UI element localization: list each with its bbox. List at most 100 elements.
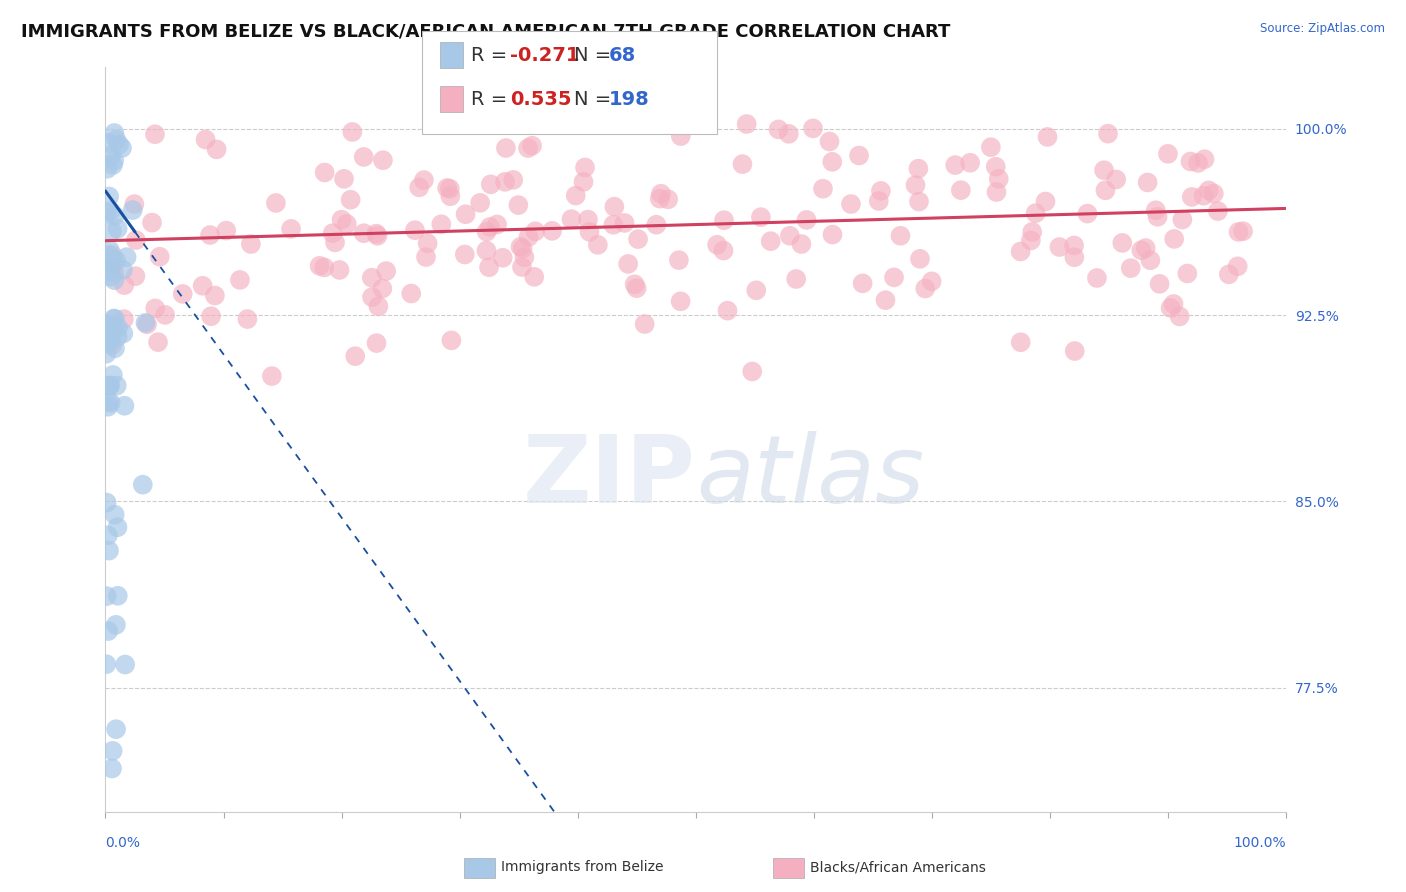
Point <box>108 137 131 152</box>
Point <box>215 224 238 238</box>
Point <box>322 226 344 240</box>
Point <box>768 122 790 136</box>
Point <box>115 250 138 264</box>
Point <box>626 281 648 295</box>
Point <box>1157 146 1180 161</box>
Point <box>602 218 624 232</box>
Point <box>875 293 897 308</box>
Point <box>107 221 129 235</box>
Point <box>430 217 453 231</box>
Point <box>360 270 382 285</box>
Point <box>112 326 135 341</box>
Point <box>1035 194 1057 209</box>
Point <box>1163 232 1185 246</box>
Point <box>1025 206 1047 220</box>
Text: ZIP: ZIP <box>523 431 696 523</box>
Point <box>100 204 122 219</box>
Point <box>517 230 540 244</box>
Point <box>98 378 121 392</box>
Point <box>492 251 515 265</box>
Point <box>613 216 636 230</box>
Point <box>645 218 668 232</box>
Point <box>716 303 738 318</box>
Point <box>100 258 122 272</box>
Point <box>1010 335 1032 350</box>
Point <box>198 227 221 242</box>
Point <box>1130 244 1153 258</box>
Point <box>1226 260 1249 274</box>
Text: N =: N = <box>574 45 617 64</box>
Point <box>1146 210 1168 224</box>
Point <box>572 175 595 189</box>
Point <box>97 394 120 409</box>
Point <box>479 178 502 192</box>
Point <box>1171 212 1194 227</box>
Point <box>371 153 394 168</box>
Point <box>889 228 911 243</box>
Point <box>353 150 375 164</box>
Point <box>921 274 943 288</box>
Point <box>907 161 929 176</box>
Point <box>229 273 252 287</box>
Point <box>439 189 461 203</box>
Point <box>627 232 650 246</box>
Text: 0.535: 0.535 <box>510 89 572 109</box>
Point <box>408 180 430 194</box>
Point <box>172 287 194 301</box>
Point <box>194 132 217 146</box>
Point <box>883 270 905 285</box>
Point <box>323 235 346 250</box>
Point <box>107 330 129 344</box>
Point <box>105 378 128 392</box>
Point <box>153 308 176 322</box>
Point <box>205 142 228 156</box>
Point <box>1206 204 1229 219</box>
Point <box>908 252 931 266</box>
Point <box>101 263 124 277</box>
Point <box>870 184 893 198</box>
Point <box>367 299 389 313</box>
Point <box>96 657 118 672</box>
Point <box>97 378 120 392</box>
Point <box>731 157 754 171</box>
Point <box>111 262 134 277</box>
Text: Source: ZipAtlas.com: Source: ZipAtlas.com <box>1260 22 1385 36</box>
Text: Immigrants from Belize: Immigrants from Belize <box>501 860 664 874</box>
Point <box>112 312 135 326</box>
Point <box>1063 250 1085 264</box>
Text: 198: 198 <box>609 89 650 109</box>
Point <box>96 161 118 176</box>
Point <box>713 244 735 258</box>
Point <box>107 320 129 334</box>
Point <box>914 281 936 295</box>
Point <box>104 508 127 522</box>
Point <box>494 175 516 189</box>
Point <box>1232 224 1254 238</box>
Point <box>336 217 359 231</box>
Point <box>1063 344 1085 359</box>
Point <box>1144 203 1167 218</box>
Point <box>413 173 436 187</box>
Point <box>439 182 461 196</box>
Point <box>586 238 609 252</box>
Point <box>105 133 128 147</box>
Point <box>617 257 640 271</box>
Point <box>342 125 364 139</box>
Point <box>478 219 501 234</box>
Point <box>868 194 890 208</box>
Point <box>371 282 394 296</box>
Point <box>143 128 166 142</box>
Point <box>375 264 398 278</box>
Point <box>949 183 972 197</box>
Point <box>101 338 124 352</box>
Point <box>101 744 124 758</box>
Point <box>98 256 121 270</box>
Point <box>578 225 600 239</box>
Text: N =: N = <box>574 89 617 109</box>
Point <box>1160 301 1182 315</box>
Point <box>1021 225 1043 239</box>
Point <box>96 589 118 603</box>
Point <box>1119 261 1142 276</box>
Point <box>801 121 824 136</box>
Point <box>603 200 626 214</box>
